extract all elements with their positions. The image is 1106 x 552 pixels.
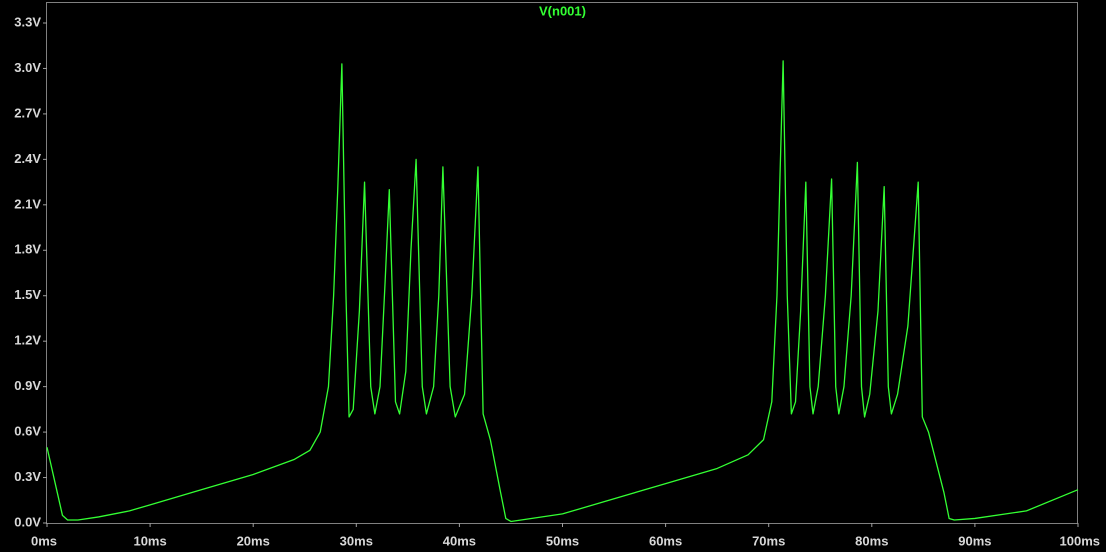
y-tick-label: 1.2V	[14, 333, 41, 348]
trace	[46, 60, 1079, 523]
x-tick-label: 20ms	[237, 533, 270, 548]
x-tick-label: 80ms	[855, 533, 888, 548]
y-tick-label: 2.4V	[14, 151, 41, 166]
y-tick-label: 0.6V	[14, 424, 41, 439]
y-tick-label: 0.3V	[14, 469, 41, 484]
legend-entry: V(n001)	[539, 3, 586, 18]
x-tick-label: 30ms	[340, 533, 373, 548]
x-tick-label: 70ms	[752, 533, 785, 548]
y-tick-label: 2.7V	[14, 105, 41, 120]
x-tick-label: 50ms	[546, 533, 579, 548]
x-tick-label: 100ms	[1060, 533, 1100, 548]
y-tick-label: 1.5V	[14, 287, 41, 302]
y-tick-label: 0.9V	[14, 378, 41, 393]
x-tick-label: 40ms	[443, 533, 476, 548]
y-tick-label: 0.0V	[14, 514, 41, 529]
y-tick-label: 2.1V	[14, 196, 41, 211]
y-tick-label: 3.3V	[14, 14, 41, 29]
y-tick-label: 1.8V	[14, 242, 41, 257]
x-tick-label: 0ms	[31, 533, 57, 548]
x-tick-label: 60ms	[649, 533, 682, 548]
plot-frame	[46, 2, 1078, 524]
x-tick-label: 10ms	[133, 533, 166, 548]
y-tick-label: 3.0V	[14, 60, 41, 75]
x-tick-label: 90ms	[958, 533, 991, 548]
